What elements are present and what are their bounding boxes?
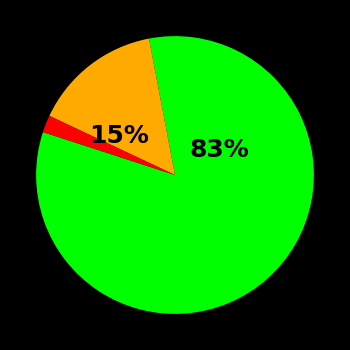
Wedge shape: [49, 38, 175, 175]
Text: 15%: 15%: [90, 124, 149, 148]
Text: 83%: 83%: [190, 138, 249, 162]
Wedge shape: [43, 116, 175, 175]
Wedge shape: [36, 36, 314, 314]
